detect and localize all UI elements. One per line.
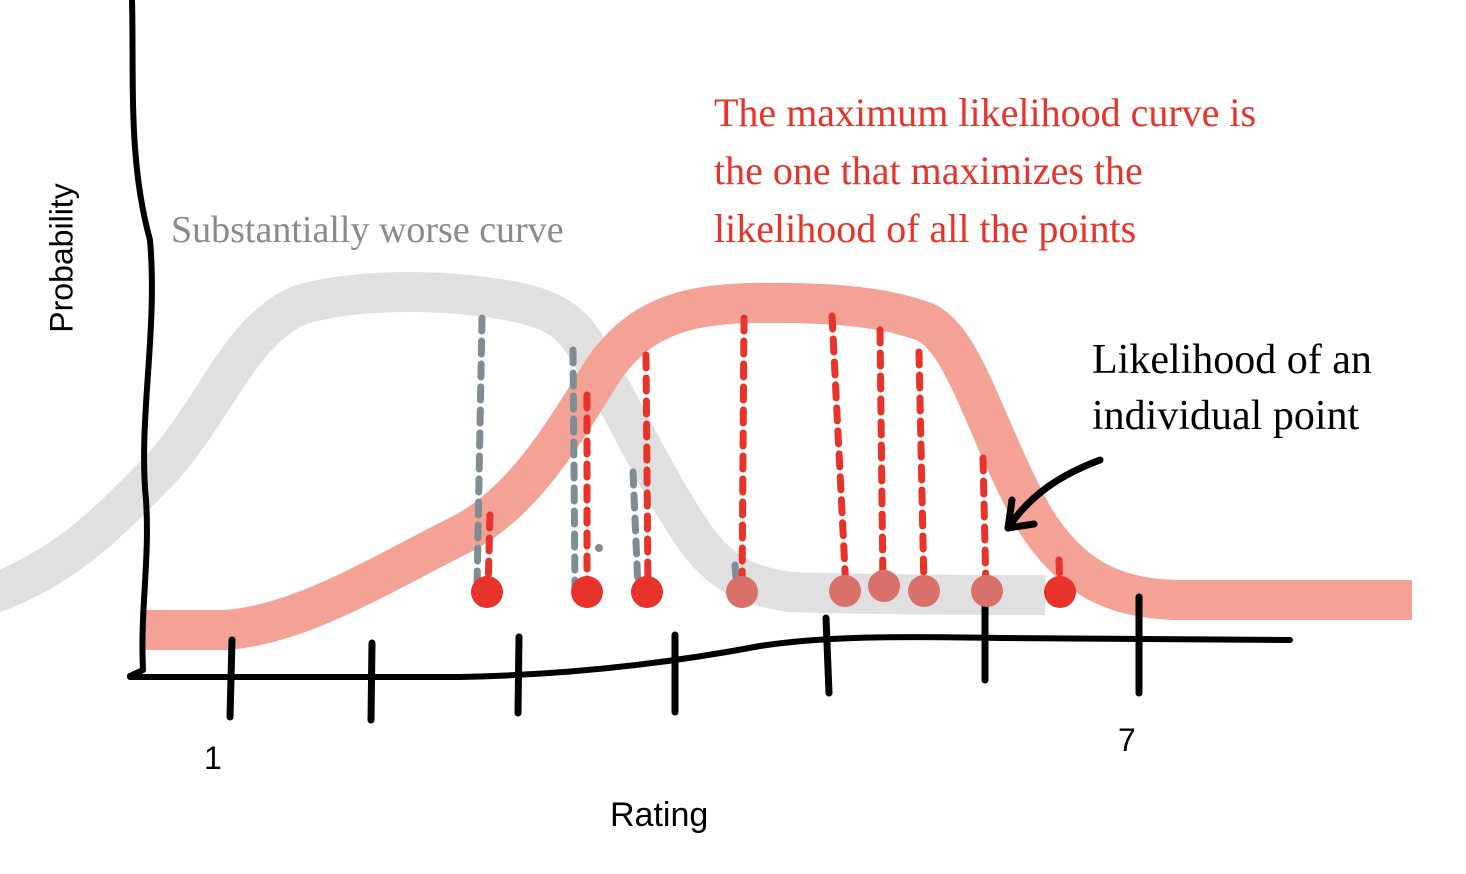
data-point <box>908 575 940 607</box>
data-point <box>726 576 758 608</box>
individual-annotation-line: Likelihood of an <box>1092 337 1372 383</box>
data-point <box>1044 576 1076 608</box>
x-tick-label-first: 1 <box>204 740 222 776</box>
data-point <box>471 576 503 608</box>
red-dash-line <box>828 312 850 594</box>
mle-curve <box>140 282 1412 650</box>
x-tick <box>367 639 376 724</box>
mle-annotation-line: likelihood of all the points <box>714 206 1137 251</box>
x-tick-label-last: 7 <box>1118 722 1136 758</box>
x-tick <box>226 636 236 721</box>
red-dash-line <box>915 348 928 594</box>
mle-annotation: The maximum likelihood curve is the one … <box>714 84 1256 258</box>
red-dash-line <box>876 326 887 592</box>
individual-likelihood-annotation: Likelihood of an individual point <box>1092 332 1372 444</box>
mle-annotation-line: The maximum likelihood curve is <box>714 90 1257 135</box>
data-points <box>471 570 1076 608</box>
red-dash-line <box>484 511 494 594</box>
x-tick <box>822 614 833 697</box>
grey-dot <box>595 544 603 552</box>
worse-curve-label: Substantially worse curve <box>171 209 564 251</box>
curved-arrow-icon <box>1004 456 1104 532</box>
x-ticks <box>226 593 1143 724</box>
data-point <box>631 576 663 608</box>
data-point <box>829 575 861 607</box>
y-axis-label: Probability <box>43 183 80 333</box>
worse-curve <box>0 272 1046 615</box>
individual-annotation-line: individual point <box>1092 393 1360 439</box>
red-dash-line <box>738 314 748 594</box>
mle-likelihood-lines <box>484 312 1064 594</box>
x-axis-label: Rating <box>610 796 709 834</box>
data-point <box>971 575 1003 607</box>
grey-dash-line <box>473 314 486 592</box>
x-tick <box>514 633 523 717</box>
grey-dash-line <box>569 346 579 592</box>
x-axis <box>127 634 1293 680</box>
grey-dash-line <box>629 468 642 592</box>
red-dash-line <box>642 351 652 594</box>
data-point <box>571 576 603 608</box>
mle-annotation-line: the one that maximizes the <box>714 148 1143 193</box>
y-axis <box>127 0 155 679</box>
red-dash-line <box>979 454 990 594</box>
data-point <box>868 570 900 602</box>
